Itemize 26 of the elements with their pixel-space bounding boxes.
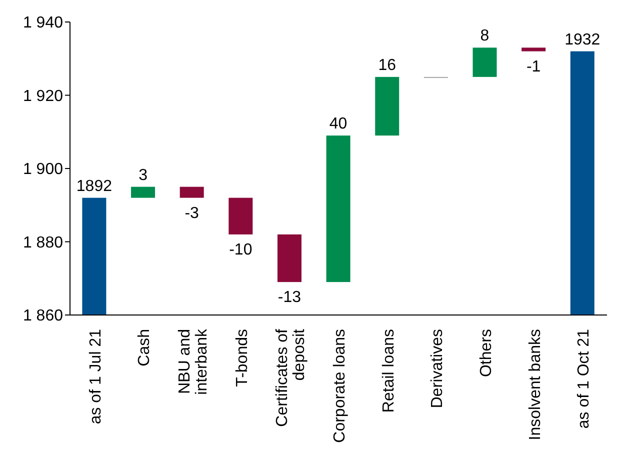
data-label: 3	[138, 166, 148, 184]
data-label: 1892	[76, 178, 112, 195]
x-tick-label: Insolvent banks	[526, 329, 544, 440]
x-tick-label: Cash	[136, 329, 154, 366]
x-tick-label: Derivatives	[429, 329, 446, 408]
x-tick-label: Retail loans	[380, 329, 398, 413]
data-label: -10	[229, 241, 252, 258]
x-tick-label: as of 1 Oct 21	[576, 328, 593, 429]
x-tick-label: NBU and interbank	[176, 328, 211, 395]
y-tick-label: 1 900	[22, 161, 64, 178]
x-tick-label: Certificates of deposit	[274, 328, 308, 427]
data-label: 40	[329, 116, 348, 133]
x-tick-label: as of 1 Jul 21	[87, 328, 104, 424]
x-tick-label: T-bonds	[234, 329, 251, 387]
y-tick-label: 1 860	[22, 308, 64, 325]
data-label: -1	[526, 58, 541, 76]
data-label: 8	[480, 28, 490, 45]
data-label: 16	[378, 56, 396, 74]
data-label: -13	[278, 289, 302, 306]
data-label: 1932	[564, 31, 600, 48]
x-tick-label: Others	[478, 329, 495, 378]
y-tick-label: 1 940	[22, 14, 64, 32]
y-tick-label: 1 920	[22, 88, 64, 105]
x-tick-label: Corporate loans	[332, 329, 348, 443]
y-tick-label: 1 880	[22, 234, 64, 252]
data-label: -3	[184, 204, 200, 222]
